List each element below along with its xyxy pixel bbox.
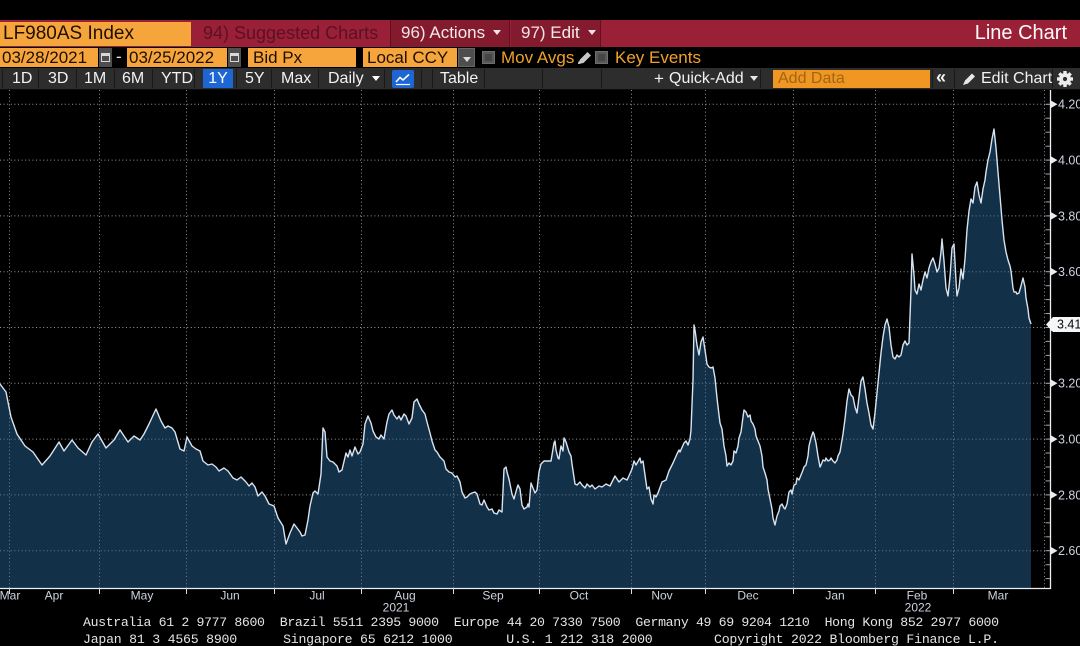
svg-text:Oct: Oct <box>570 589 589 603</box>
svg-text:Jun: Jun <box>220 589 239 603</box>
svg-text:3.00: 3.00 <box>1058 433 1080 447</box>
svg-text:3.80: 3.80 <box>1058 209 1080 223</box>
svg-text:Nov: Nov <box>651 589 672 603</box>
svg-text:Mar: Mar <box>988 589 1009 603</box>
svg-text:2022: 2022 <box>905 601 932 615</box>
svg-text:2021: 2021 <box>383 601 410 615</box>
svg-text:3.60: 3.60 <box>1058 265 1080 279</box>
svg-text:Jul: Jul <box>309 589 324 603</box>
svg-text:Jan: Jan <box>825 589 844 603</box>
svg-text:2.80: 2.80 <box>1058 488 1080 502</box>
svg-text:Aug: Aug <box>394 589 415 603</box>
svg-text:Feb: Feb <box>907 589 928 603</box>
svg-text:Japan 81 3 4565 8900 Sing: Japan 81 3 4565 8900 Singapore 65 6212 1… <box>83 632 999 646</box>
svg-text:Australia 61 2 9777 8600 Braz: Australia 61 2 9777 8600 Brazil 5511 239… <box>83 615 999 630</box>
svg-text:3.20: 3.20 <box>1058 377 1080 391</box>
svg-text:Apr: Apr <box>45 589 64 603</box>
svg-text:4.00: 4.00 <box>1058 154 1080 168</box>
svg-text:2.60: 2.60 <box>1058 544 1080 558</box>
svg-text:3.41: 3.41 <box>1057 318 1080 332</box>
svg-text:Mar: Mar <box>0 589 20 603</box>
svg-text:May: May <box>131 589 154 603</box>
svg-text:Dec: Dec <box>737 589 758 603</box>
svg-text:4.20: 4.20 <box>1058 98 1080 112</box>
svg-text:Sep: Sep <box>482 589 504 603</box>
